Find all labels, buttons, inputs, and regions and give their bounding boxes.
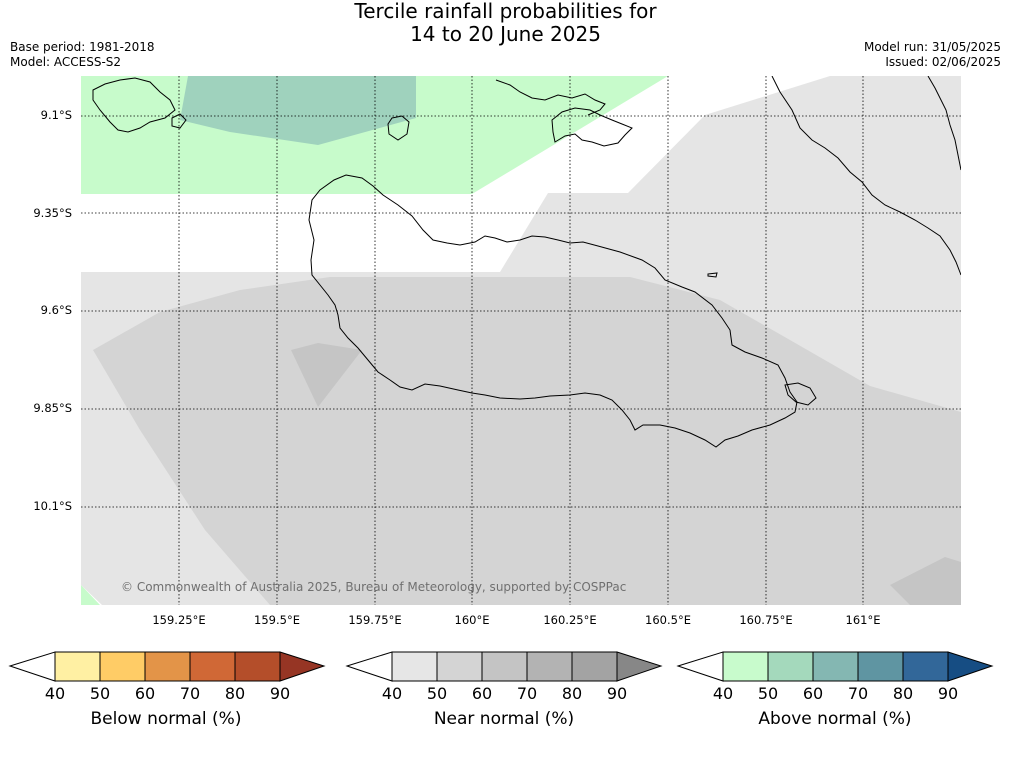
model-run: Model run: 31/05/2025: [863, 40, 1001, 54]
colorbar-tick: 70: [179, 684, 201, 703]
colorbar-segment: [571, 651, 618, 682]
colorbar-tick: 70: [847, 684, 869, 703]
colorbar-tick: 40: [44, 684, 66, 703]
model-info: Base period: 1981-2018 Model: ACCESS-S2: [10, 40, 155, 70]
colorbar-segment: [722, 651, 769, 682]
colorbar-segment: [345, 651, 393, 682]
colorbar-segment: [676, 651, 724, 682]
colorbar-segment: [99, 651, 146, 682]
guadalcanal-coastline: [308, 174, 798, 448]
latitude-label: 9.6°S: [40, 303, 72, 317]
probability-field: [81, 76, 961, 605]
colorbar-segment: [279, 651, 326, 682]
latitude-label: 9.35°S: [33, 206, 72, 220]
colorbar-tick: 50: [426, 684, 448, 703]
longitude-label: 160°E: [454, 613, 490, 627]
longitude-label: 161°E: [845, 613, 881, 627]
colorbar-segment: [947, 651, 994, 682]
colorbar-segment: [189, 651, 236, 682]
longitude-label: 159.75°E: [348, 613, 402, 627]
run-info: Model run: 31/05/2025 Issued: 02/06/2025: [864, 40, 1001, 70]
near-normal-60-70-patch: [291, 343, 362, 407]
base-period: Base period: 1981-2018: [10, 40, 155, 54]
colorbar-tick: 80: [224, 684, 246, 703]
colorbar-tick: 60: [802, 684, 824, 703]
colorbar-segment: [481, 651, 528, 682]
russell-islands-coastline: [92, 77, 176, 133]
latitude-label: 9.1°S: [40, 108, 72, 122]
colorbar-label-near: Near normal (%): [433, 709, 575, 729]
colorbar-above-normal: [676, 651, 994, 682]
eastern-islet-coastline: [784, 382, 817, 406]
colorbar-tick: 90: [937, 684, 959, 703]
map-title: Tercile rainfall probabilities for 14 to…: [0, 0, 1011, 46]
colorbar-tick: 40: [712, 684, 734, 703]
above-normal-corner: [81, 585, 100, 605]
colorbar-tick: 80: [892, 684, 914, 703]
colorbar-segment: [391, 651, 438, 682]
coastline: [92, 76, 961, 448]
copyright-credit: © Commonwealth of Australia 2025, Bureau…: [121, 580, 627, 594]
colorbar-segment: [234, 651, 281, 682]
colorbar-label-below: Below normal (%): [90, 709, 242, 729]
savo-island-coastline: [387, 115, 410, 141]
colorbar-tick: 70: [516, 684, 538, 703]
colorbar-tick: 50: [89, 684, 111, 703]
small-islet-coastline: [707, 272, 718, 278]
latitude-label: 9.85°S: [33, 401, 72, 415]
malaita-coastline: [771, 76, 961, 276]
model-name: Model: ACCESS-S2: [10, 55, 122, 69]
nggela-islands-coastline: [495, 79, 606, 116]
above-normal-50-60-region: [180, 76, 416, 145]
longitude-label: 160.75°E: [739, 613, 793, 627]
colorbar-segment: [812, 651, 859, 682]
longitude-label: 160.25°E: [543, 613, 597, 627]
colorbar-tick: 90: [606, 684, 628, 703]
colorbar-tick: 60: [134, 684, 156, 703]
colorbar-below-normal: [8, 651, 326, 682]
title-line-2: 14 to 20 June 2025: [410, 22, 601, 46]
malaita-north-coastline: [927, 76, 961, 171]
issued-date: Issued: 02/06/2025: [885, 55, 1001, 69]
colorbar-tick: 60: [471, 684, 493, 703]
colorbar-segment: [902, 651, 949, 682]
colorbar-segment: [144, 651, 191, 682]
florida-islands-coastline: [551, 107, 633, 147]
colorbar-tick: 90: [269, 684, 291, 703]
colorbar-segment: [616, 651, 663, 682]
colorbar-tick: 50: [757, 684, 779, 703]
near-normal-60-70-patch-east: [890, 557, 961, 605]
colorbar-segment: [526, 651, 573, 682]
colorbar-segment: [767, 651, 814, 682]
graticule: [81, 76, 961, 605]
colorbar-segment: [857, 651, 904, 682]
colorbar-tick: 40: [381, 684, 403, 703]
longitude-label: 160.5°E: [645, 613, 691, 627]
colorbar-label-above: Above normal (%): [758, 709, 912, 729]
colorbar-near-normal: [345, 651, 663, 682]
colorbar-segment: [54, 651, 101, 682]
colorbar-tick: 80: [561, 684, 583, 703]
longitude-label: 159.25°E: [152, 613, 206, 627]
colorbar-segment: [436, 651, 483, 682]
colorbar-segment: [8, 651, 56, 682]
title-line-1: Tercile rainfall probabilities for: [354, 0, 657, 23]
latitude-label: 10.1°S: [33, 499, 72, 513]
longitude-label: 159.5°E: [254, 613, 300, 627]
